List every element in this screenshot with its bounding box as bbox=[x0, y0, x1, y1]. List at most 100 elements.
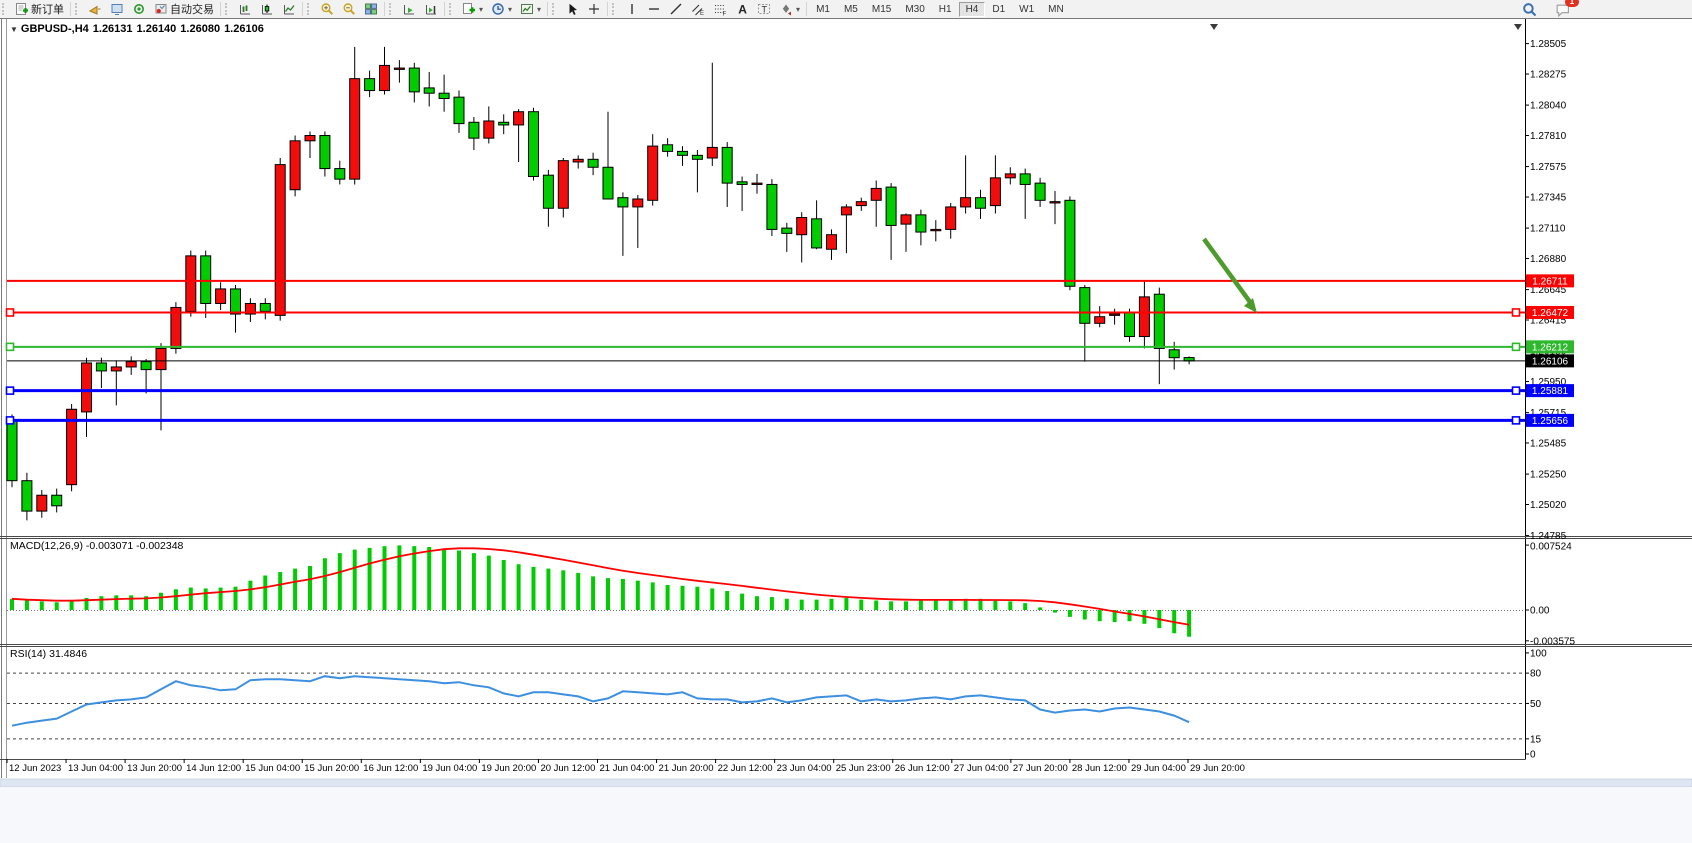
time-tick-label: 14 Jun 12:00 bbox=[186, 763, 241, 774]
timeframe-button-M30[interactable]: M30 bbox=[905, 3, 925, 15]
symbol-ohlc-line[interactable]: ▼ GBPUSD-,H4 1.26131 1.26140 1.26080 1.26106 bbox=[10, 23, 268, 35]
line-handle[interactable] bbox=[1511, 386, 1521, 395]
timeframe-button-H4[interactable]: H4 bbox=[958, 1, 986, 17]
toolbar-group-handle[interactable] bbox=[552, 3, 559, 15]
price-badge bbox=[1526, 305, 1574, 319]
low-value: 1.26080 bbox=[180, 23, 221, 35]
chart-shift-button[interactable] bbox=[420, 0, 442, 18]
macd-axis-label: 0.00 bbox=[1530, 606, 1550, 617]
horizontal-line-button[interactable] bbox=[643, 0, 665, 18]
toolbar-group-handle[interactable] bbox=[612, 3, 619, 15]
symbol-name: GBPUSD-,H4 bbox=[20, 23, 89, 35]
candle-body bbox=[438, 92, 450, 99]
line-handle[interactable] bbox=[5, 342, 15, 352]
price-tick-label: 1.27575 bbox=[1530, 162, 1567, 173]
arrows-icon bbox=[782, 4, 792, 16]
line-handle[interactable] bbox=[5, 416, 15, 425]
candle-body bbox=[885, 186, 897, 226]
candlestick-chart-button[interactable] bbox=[256, 0, 278, 18]
autotrading-button[interactable]: 自动交易 bbox=[150, 0, 218, 19]
candle-body bbox=[498, 121, 510, 126]
symbol-collapse-icon[interactable]: ▼ bbox=[10, 25, 18, 34]
macd-signal-line bbox=[11, 547, 1190, 626]
market-watch-button[interactable] bbox=[106, 0, 128, 18]
zoom-out-icon bbox=[343, 3, 356, 15]
time-tick-label: 21 Jun 20:00 bbox=[659, 763, 714, 774]
fibonacci-button[interactable]: F bbox=[709, 0, 731, 18]
toolbar-separator bbox=[547, 2, 549, 16]
candle-body bbox=[632, 198, 644, 208]
cursor-button[interactable] bbox=[561, 0, 583, 18]
arrow-shaft bbox=[1202, 237, 1252, 304]
bar-chart-button[interactable] bbox=[234, 0, 256, 18]
indicators-button[interactable]: ▾ bbox=[458, 0, 487, 18]
timeframe-button-M5[interactable]: M5 bbox=[843, 3, 858, 15]
auto-scroll-button[interactable] bbox=[398, 0, 420, 18]
toolbar-group-handle[interactable] bbox=[449, 3, 456, 15]
toolbar-group-handle[interactable] bbox=[225, 3, 232, 15]
notifications-button[interactable]: 1 bbox=[1551, 0, 1579, 19]
price-tick-label: 1.28275 bbox=[1530, 70, 1567, 81]
candle-body bbox=[170, 306, 182, 349]
line-chart-icon bbox=[284, 5, 295, 15]
candle-body bbox=[364, 78, 376, 92]
toolbar-group-handle[interactable] bbox=[2, 3, 9, 15]
candle-body bbox=[453, 96, 465, 125]
line-chart-button[interactable] bbox=[278, 0, 300, 18]
timeframe-button-W1[interactable]: W1 bbox=[1019, 3, 1035, 15]
trendline-button[interactable] bbox=[665, 0, 687, 18]
timeframe-button-MN[interactable]: MN bbox=[1048, 3, 1064, 15]
high-value: 1.26140 bbox=[136, 23, 177, 35]
crosshair-button[interactable] bbox=[583, 0, 605, 18]
arrows-button[interactable]: ▾ bbox=[775, 0, 804, 18]
candle-body bbox=[274, 164, 286, 316]
chevron-down-icon[interactable]: ▾ bbox=[796, 4, 801, 14]
time-tick-label: 15 Jun 04:00 bbox=[245, 763, 300, 774]
line-handle[interactable] bbox=[1511, 308, 1521, 317]
line-handle[interactable] bbox=[5, 386, 15, 395]
toolbar-group-handle[interactable] bbox=[75, 3, 82, 15]
trend-arrow-annotation[interactable] bbox=[1202, 237, 1257, 313]
zoom-in-button[interactable] bbox=[316, 0, 338, 18]
time-tick-label: 13 Jun 20:00 bbox=[127, 763, 182, 774]
signals-button[interactable] bbox=[128, 0, 150, 18]
line-handle[interactable] bbox=[1511, 342, 1521, 352]
vertical-line-button[interactable] bbox=[621, 0, 643, 18]
macd-axis-label: 0.007524 bbox=[1530, 542, 1572, 553]
price-badge bbox=[1526, 384, 1574, 398]
alerts-button[interactable] bbox=[84, 0, 106, 18]
toolbar-separator bbox=[220, 2, 221, 16]
timeframe-button-H1[interactable]: H1 bbox=[938, 3, 952, 15]
chart-shift-marker-icon[interactable] bbox=[1514, 24, 1522, 30]
candle-body bbox=[21, 480, 33, 512]
candle-body bbox=[1153, 293, 1165, 349]
templates-icon bbox=[521, 4, 534, 14]
price-tick-label: 1.25950 bbox=[1530, 377, 1567, 388]
periods-button[interactable]: ▾ bbox=[487, 0, 516, 18]
line-handle[interactable] bbox=[1511, 416, 1521, 425]
price-badge-label: 1.25656 bbox=[1532, 416, 1569, 427]
text-label-button[interactable]: T bbox=[753, 0, 775, 18]
time-tick-label: 29 Jun 04:00 bbox=[1131, 763, 1186, 774]
timeframe-button-M15[interactable]: M15 bbox=[871, 3, 892, 15]
new-order-button[interactable]: 新订单 bbox=[11, 0, 68, 19]
chart-shift-marker-icon[interactable] bbox=[1210, 24, 1218, 30]
price-tick-label: 1.28505 bbox=[1530, 39, 1567, 50]
chevron-down-icon[interactable]: ▾ bbox=[479, 4, 484, 14]
equidistant-channel-button[interactable]: E bbox=[687, 0, 709, 18]
text-icon: A bbox=[738, 3, 747, 17]
timeframe-button-M1[interactable]: M1 bbox=[816, 3, 830, 15]
templates-button[interactable]: ▾ bbox=[516, 0, 545, 18]
toolbar-group-handle[interactable] bbox=[389, 3, 396, 15]
chevron-down-icon[interactable]: ▾ bbox=[537, 4, 542, 14]
search-button[interactable] bbox=[1518, 0, 1541, 19]
line-handle[interactable] bbox=[5, 308, 15, 317]
horizontal-scrollbar[interactable] bbox=[0, 778, 1692, 788]
candle-body bbox=[200, 255, 212, 304]
timeframe-button-D1[interactable]: D1 bbox=[992, 3, 1006, 15]
zoom-out-button[interactable] bbox=[338, 0, 360, 18]
tile-windows-button[interactable] bbox=[360, 0, 382, 18]
text-button[interactable]: A bbox=[731, 0, 753, 18]
chevron-down-icon[interactable]: ▾ bbox=[508, 4, 513, 14]
toolbar-group-handle[interactable] bbox=[307, 3, 314, 15]
